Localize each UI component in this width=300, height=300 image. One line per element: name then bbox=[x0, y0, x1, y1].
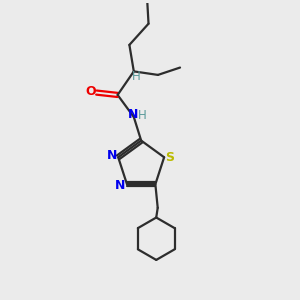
Text: H: H bbox=[132, 70, 140, 83]
Text: N: N bbox=[128, 108, 138, 121]
Text: O: O bbox=[86, 85, 96, 98]
Text: N: N bbox=[115, 179, 126, 192]
Text: N: N bbox=[107, 149, 118, 162]
Text: H: H bbox=[138, 109, 146, 122]
Text: S: S bbox=[165, 151, 174, 164]
